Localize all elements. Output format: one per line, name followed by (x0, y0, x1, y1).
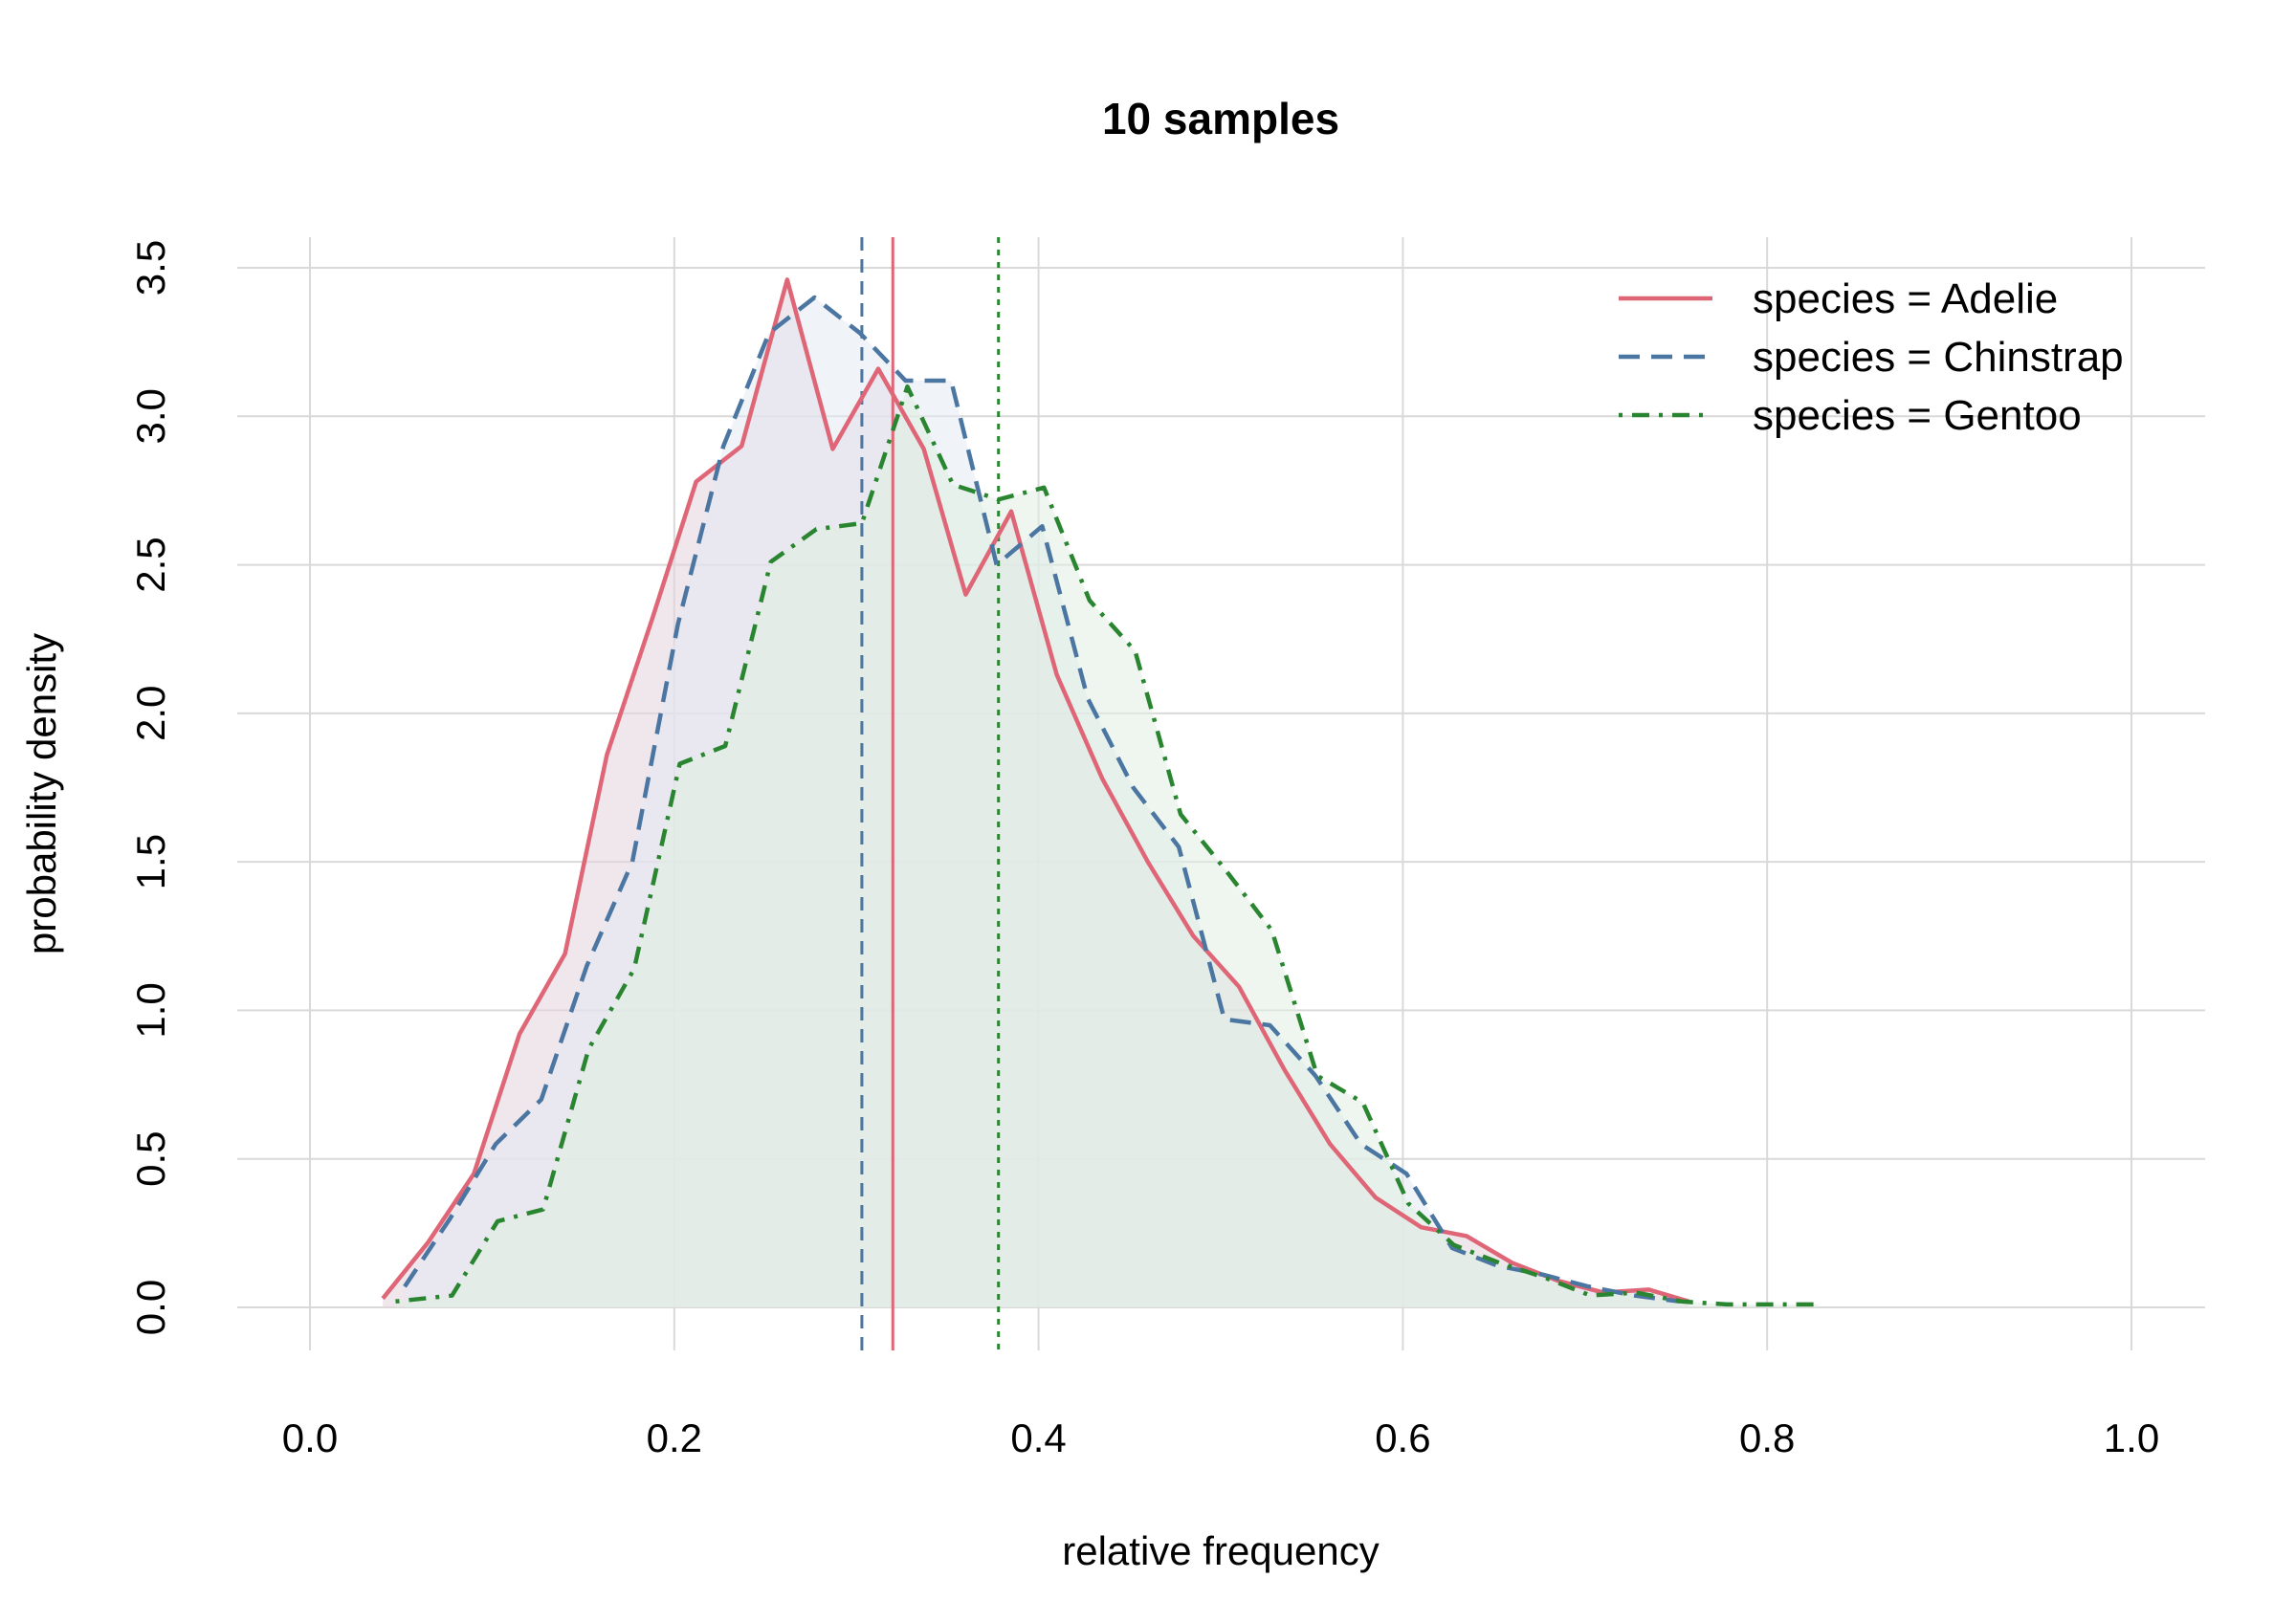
y-tick-label: 2.0 (128, 686, 173, 741)
density-lines (381, 277, 1819, 1307)
y-tick-label: 2.5 (128, 537, 173, 592)
density-area-2 (395, 386, 1819, 1307)
y-axis-label: probability density (19, 633, 64, 954)
x-tick-label: 0.8 (1739, 1415, 1795, 1460)
x-tick-label: 0.2 (647, 1415, 702, 1460)
legend-label-2: species = Gentoo (1753, 392, 2082, 439)
density-line-0 (381, 277, 1689, 1304)
legend: species = Adelie species = Chinstrap speci… (1619, 275, 2124, 439)
x-tick-label: 0.4 (1010, 1415, 1066, 1460)
y-tick-label: 1.0 (128, 982, 173, 1038)
grid (237, 237, 2205, 1350)
x-tick-label: 0.0 (282, 1415, 338, 1460)
y-tick-label: 1.5 (128, 834, 173, 889)
y-tick-label: 0.5 (128, 1131, 173, 1187)
x-axis-label: relative frequency (1062, 1528, 1380, 1573)
density-areas (383, 279, 1819, 1307)
x-tick-label: 1.0 (2104, 1415, 2159, 1460)
y-tick-label: 3.0 (128, 388, 173, 444)
y-tick-label: 0.0 (128, 1280, 173, 1335)
y-axis-ticks: 0.0 0.5 1.0 1.5 2.0 2.5 3.0 3.5 (128, 240, 173, 1335)
legend-label-1: species = Chinstrap (1753, 334, 2124, 381)
chart-title: 10 samples (1102, 94, 1339, 143)
y-tick-label: 3.5 (128, 240, 173, 296)
legend-label-0: species = Adelie (1753, 275, 2058, 322)
mean-lines (860, 237, 1001, 1350)
density-line-1 (403, 295, 1681, 1305)
x-axis-ticks: 0.0 0.2 0.4 0.6 0.8 1.0 (282, 1415, 2159, 1460)
density-line-2 (395, 384, 1819, 1307)
x-tick-label: 0.6 (1375, 1415, 1430, 1460)
